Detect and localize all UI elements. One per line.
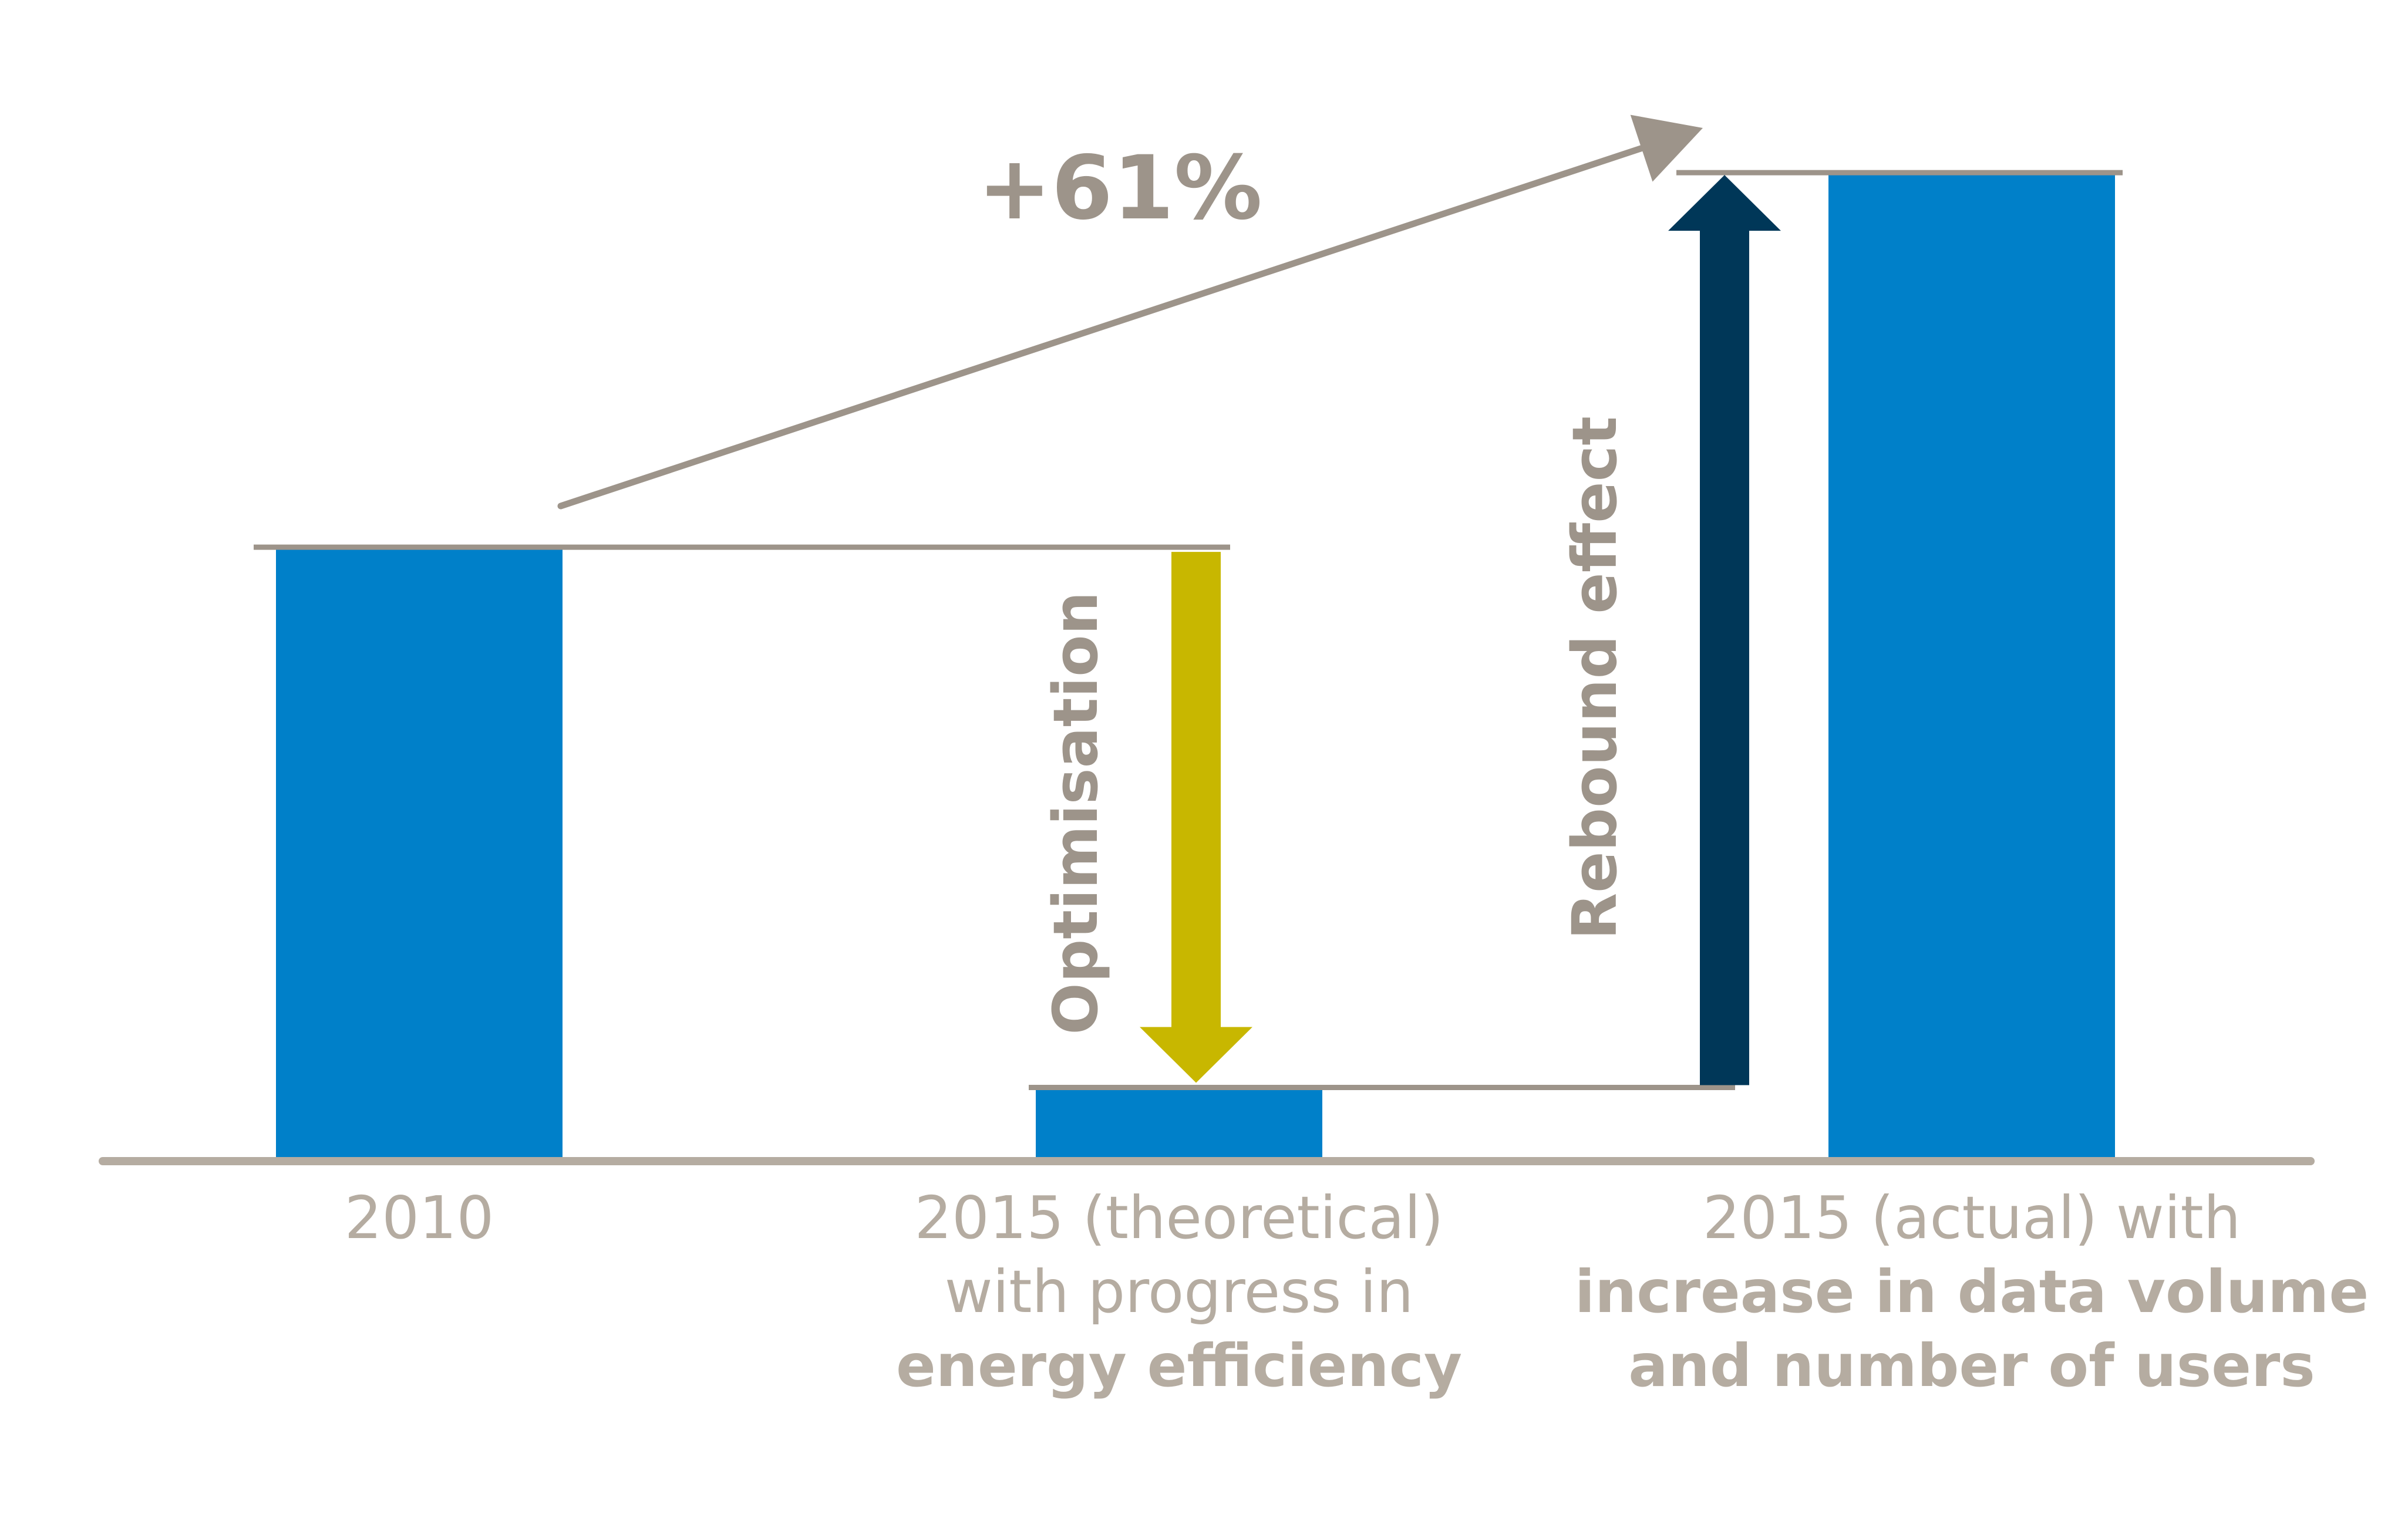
category-label-line: 2015 (theoretical) [914, 1183, 1444, 1252]
growth-arrow-shaft [557, 145, 1645, 510]
bar-1 [276, 547, 563, 1161]
growth-percentage: +61% [978, 137, 1262, 240]
optimisation-label: Optimisation [1040, 591, 1112, 1034]
category-label-line: 2015 (actual) with [1702, 1183, 2241, 1252]
annotations-group: +61% Optimisation Rebound effect [978, 137, 1631, 1035]
category-label-line: 2010 [344, 1183, 494, 1252]
reference-lines-group [99, 170, 2315, 1165]
bar-3 [1828, 173, 2115, 1162]
category-label-line: with progress in [944, 1257, 1414, 1326]
bars-group [276, 173, 2115, 1162]
rebound-arrow [1668, 175, 1781, 1085]
bar-2 [1036, 1087, 1322, 1161]
category-label-line: increase in data volume [1574, 1257, 2369, 1326]
category-label-line: energy efficiency [895, 1331, 1463, 1400]
category-label-1: 2010 [8, 1181, 830, 1255]
arrows-group [557, 114, 1781, 1085]
rebound-effect-label: Rebound effect [1559, 416, 1631, 940]
category-label-3: 2015 (actual) with increase in data volum… [1561, 1181, 2383, 1403]
optimisation-arrow [1140, 552, 1252, 1083]
category-label-line: and number of users [1628, 1331, 2315, 1400]
growth-arrow-head [1630, 114, 1703, 182]
category-label-2: 2015 (theoretical) with progress in energy… [768, 1181, 1590, 1403]
